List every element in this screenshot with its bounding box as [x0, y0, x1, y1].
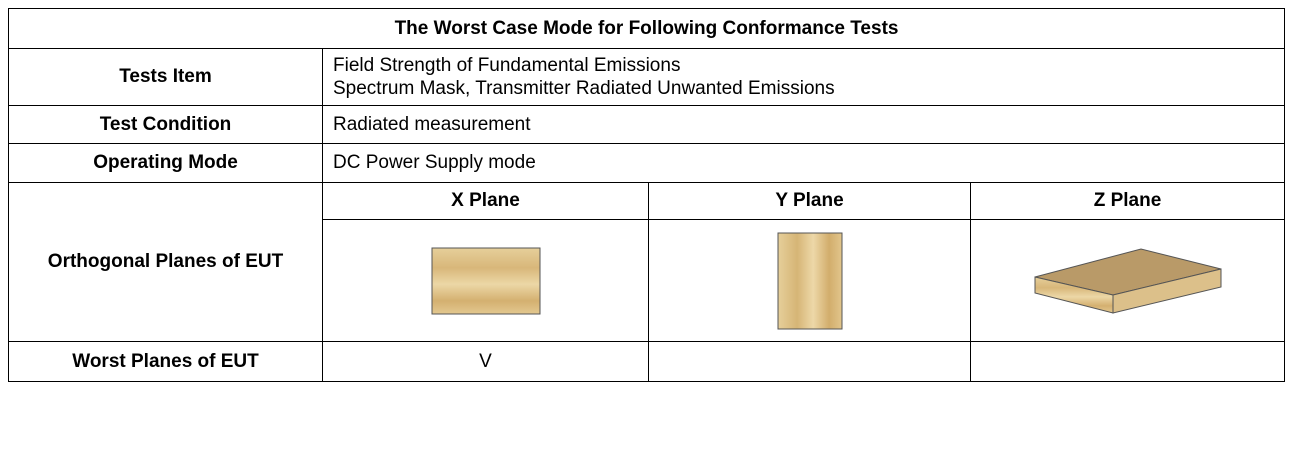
x-plane-image	[431, 247, 540, 314]
row-label: Orthogonal Planes of EUT	[8, 182, 323, 342]
table-title: The Worst Case Mode for Following Confor…	[7, 8, 1286, 49]
row-label: Test Condition	[8, 105, 323, 144]
row-value: Radiated measurement	[321, 105, 1286, 144]
plane-image-cell	[648, 219, 971, 342]
plane-header: Z Plane	[969, 182, 1286, 220]
plane-header: Y Plane	[648, 182, 971, 220]
line: Spectrum Mask, Transmitter Radiated Unwa…	[333, 78, 835, 99]
row-label: Worst Planes of EUT	[8, 341, 323, 382]
row-label: Tests Item	[8, 48, 323, 106]
plane-image-cell	[322, 219, 649, 342]
worst-mark	[969, 341, 1286, 382]
plane-header: X Plane	[322, 182, 649, 220]
z-plane-image	[1034, 247, 1222, 314]
worst-mark: V	[322, 341, 649, 382]
worst-mark	[648, 341, 971, 382]
row-label: Operating Mode	[8, 143, 323, 183]
line: Field Strength of Fundamental Emissions	[333, 55, 681, 76]
row-value: Field Strength of Fundamental Emissions …	[321, 48, 1286, 106]
y-plane-image	[777, 232, 842, 329]
row-value: DC Power Supply mode	[321, 143, 1286, 183]
conformance-table: The Worst Case Mode for Following Confor…	[7, 8, 1286, 382]
plane-image-cell	[969, 219, 1286, 342]
